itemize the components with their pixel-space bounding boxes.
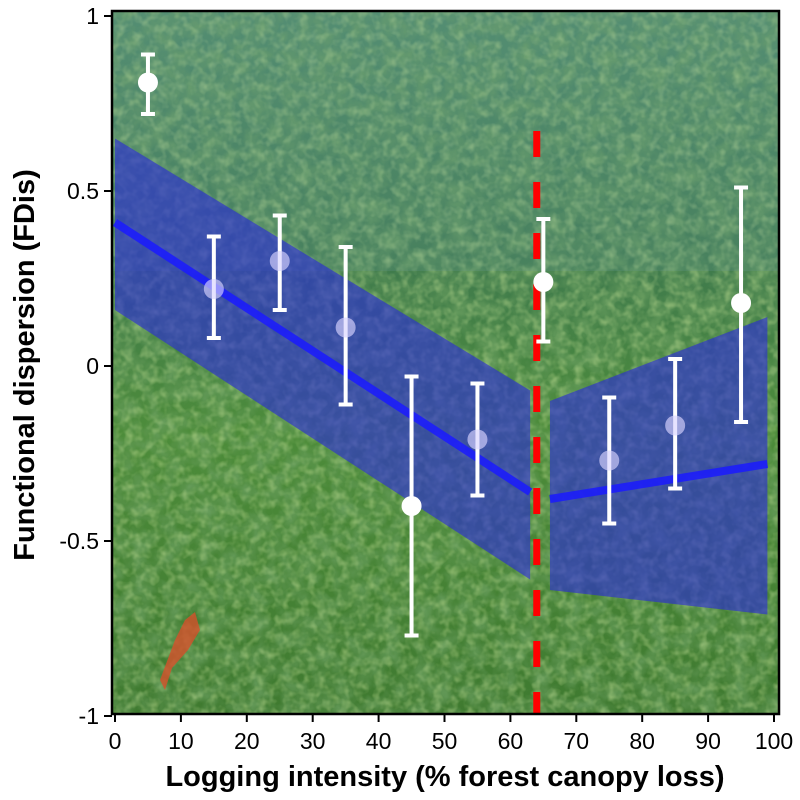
- x-tick-label: 40: [366, 728, 392, 754]
- x-tick-label: 0: [109, 728, 122, 754]
- data-point: [335, 245, 356, 407]
- x-tick-label: 10: [168, 728, 194, 754]
- y-tick-label: 0.5: [67, 178, 99, 204]
- data-point: [467, 381, 488, 498]
- x-axis-title: Logging intensity (% forest canopy loss): [165, 761, 724, 793]
- fit-line: [112, 219, 533, 496]
- point-marker: [731, 293, 752, 313]
- data-point: [203, 234, 224, 340]
- x-tick-label: 90: [695, 728, 721, 754]
- x-tick-label: 70: [564, 728, 590, 754]
- fit-line: [549, 460, 769, 503]
- x-tick-label: 30: [300, 728, 326, 754]
- point-marker: [269, 251, 290, 271]
- point-marker: [467, 429, 488, 450]
- flowering-tree: [160, 612, 200, 690]
- point-marker: [203, 279, 224, 299]
- x-tick-label: 100: [755, 728, 793, 754]
- x-tick-label: 20: [234, 728, 260, 754]
- point-marker: [335, 317, 356, 338]
- data-point: [599, 395, 620, 526]
- point-marker: [401, 496, 422, 516]
- y-tick-label: -1: [79, 703, 99, 729]
- data-point: [533, 217, 554, 344]
- point-marker: [137, 72, 158, 93]
- data-point: [401, 374, 422, 638]
- fit-lines: [112, 219, 769, 503]
- point-marker: [665, 415, 686, 436]
- data-point: [731, 185, 752, 424]
- y-tick-label: 0: [86, 353, 99, 379]
- y-tick-label: 1: [86, 3, 99, 29]
- point-marker: [599, 450, 620, 471]
- data-point: [665, 357, 686, 491]
- y-tick-label: -0.5: [59, 528, 99, 554]
- point-marker: [533, 272, 554, 292]
- x-tick-label: 80: [629, 728, 655, 754]
- data-point: [269, 213, 290, 312]
- x-tick-label: 60: [498, 728, 524, 754]
- x-axis: 0 10 20 30 40 50 60 70 80 90 100: [109, 714, 793, 754]
- y-axis-title: Functional dispersion (FDis): [9, 169, 41, 561]
- data-points: [137, 52, 752, 638]
- y-axis: 1 0.5 0 -0.5 -1: [59, 3, 112, 729]
- confidence-band: [549, 317, 768, 615]
- x-tick-label: 50: [432, 728, 458, 754]
- data-point: [137, 52, 158, 116]
